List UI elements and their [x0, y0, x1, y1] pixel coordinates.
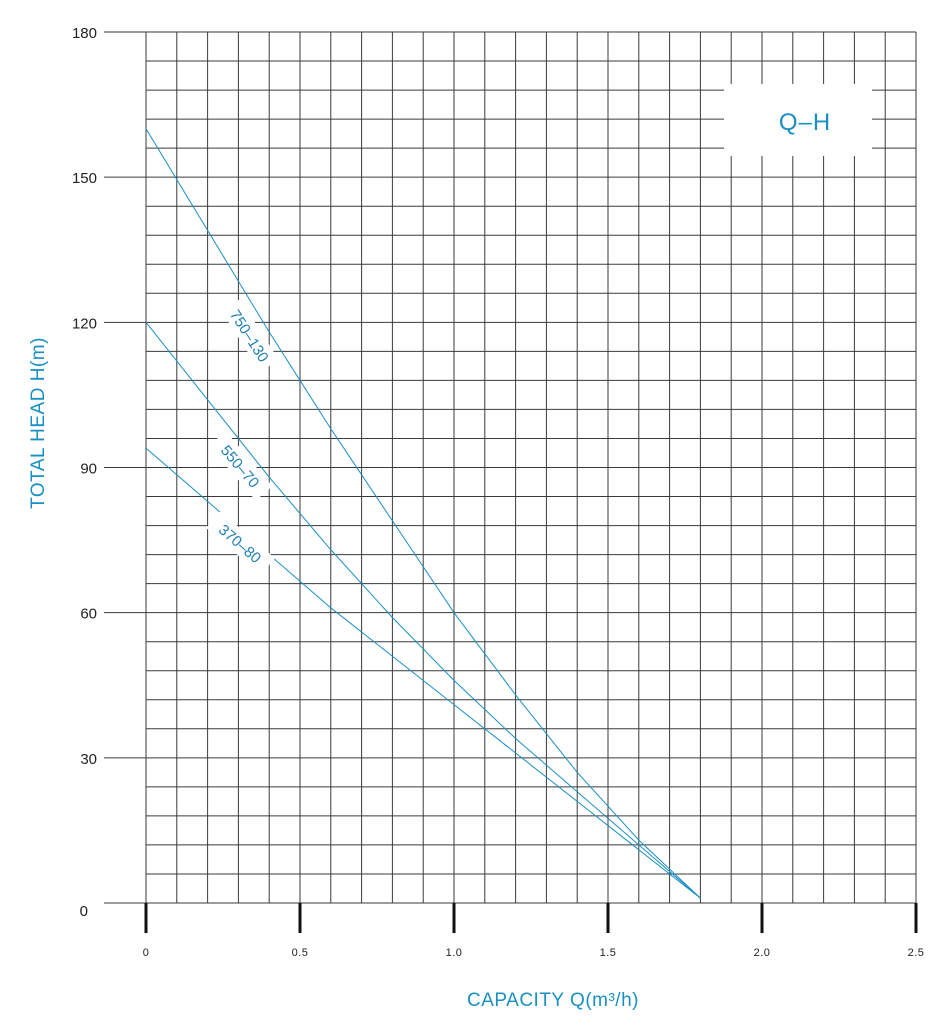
series-label-background [209, 431, 273, 501]
chart-title: Q–H [779, 109, 831, 136]
y-tick-label: 60 [80, 606, 97, 623]
series-label-group: 750–130 [221, 299, 279, 372]
series-curve [145, 322, 701, 899]
y-tick-label: 180 [72, 25, 97, 42]
y-tick-label: 120 [72, 315, 97, 332]
series-label-background [206, 511, 275, 575]
chart-title-box: Q–H [724, 84, 872, 156]
y-tick-label: 150 [72, 170, 97, 187]
x-tick-label: 0.5 [292, 947, 309, 959]
x-tick-label: 2.5 [908, 947, 925, 959]
x-tick-label: 1.5 [600, 947, 617, 959]
series-label-group: 370–80 [206, 511, 275, 575]
y-axis-tick-labels: 0 30 60 90 120 150 180 [72, 25, 97, 920]
chart-grid [104, 31, 917, 904]
x-tick-label: 2.0 [754, 947, 771, 959]
y-tick-label: 90 [80, 461, 97, 478]
x-axis-tick-labels: 0 0.5 1.0 1.5 2.0 2.5 [143, 947, 925, 959]
y-axis-title: TOTAL HEAD H(m) [28, 337, 49, 509]
series-label-background [221, 299, 279, 372]
x-tick-label: 1.0 [446, 947, 463, 959]
x-axis-title: CAPACITY Q(m³/h) [467, 990, 639, 1011]
x-tick-label: 0 [143, 947, 150, 959]
chart-title-background [724, 84, 872, 156]
y-tick-label: 30 [80, 751, 97, 768]
x-axis-major-ticks [144, 903, 918, 933]
series-curve [145, 128, 701, 899]
y-tick-label: 0 [80, 903, 88, 920]
